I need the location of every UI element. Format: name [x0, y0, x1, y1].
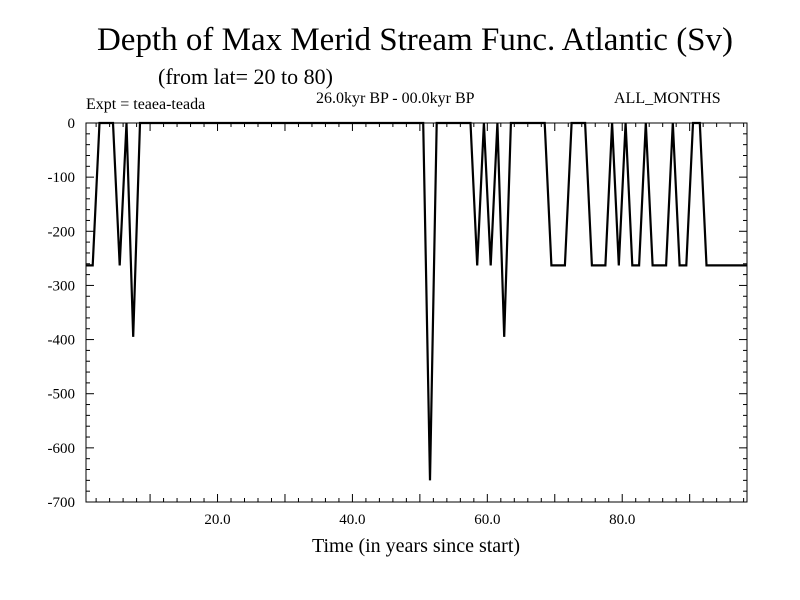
chart-title: Depth of Max Merid Stream Func. Atlantic… — [96, 22, 734, 58]
x-axis: 20.0 40.0 60.0 80.0 — [95, 123, 745, 528]
y-tick-label: -500 — [48, 387, 76, 403]
x-tick-label: 80.0 — [609, 512, 635, 528]
chart-subtitle: (from lat= 20 to 80) — [158, 64, 333, 89]
y-tick-label: -300 — [48, 278, 76, 294]
y-tick-label: -700 — [48, 495, 76, 511]
months-label: ALL_MONTHS — [614, 90, 721, 107]
y-tick-label: -400 — [48, 333, 76, 349]
x-tick-label: 20.0 — [204, 512, 230, 528]
x-axis-label: Time (in years since start) — [311, 535, 521, 557]
y-tick-label: -600 — [48, 441, 76, 457]
series-line — [86, 121, 747, 481]
y-axis: 0 -100 -200 -300 -400 -500 -600 -700 — [48, 116, 747, 511]
x-tick-label: 60.0 — [474, 512, 500, 528]
plot-frame — [85, 122, 748, 503]
period-label: 26.0kyr BP - 00.0kyr BP — [316, 90, 475, 107]
series-layer — [86, 121, 747, 481]
y-tick-label: 0 — [68, 116, 76, 132]
y-tick-label: -100 — [48, 170, 76, 186]
x-tick-label: 40.0 — [339, 512, 365, 528]
y-tick-label: -200 — [48, 224, 76, 240]
experiment-label: Expt = teaea-teada — [86, 96, 206, 113]
